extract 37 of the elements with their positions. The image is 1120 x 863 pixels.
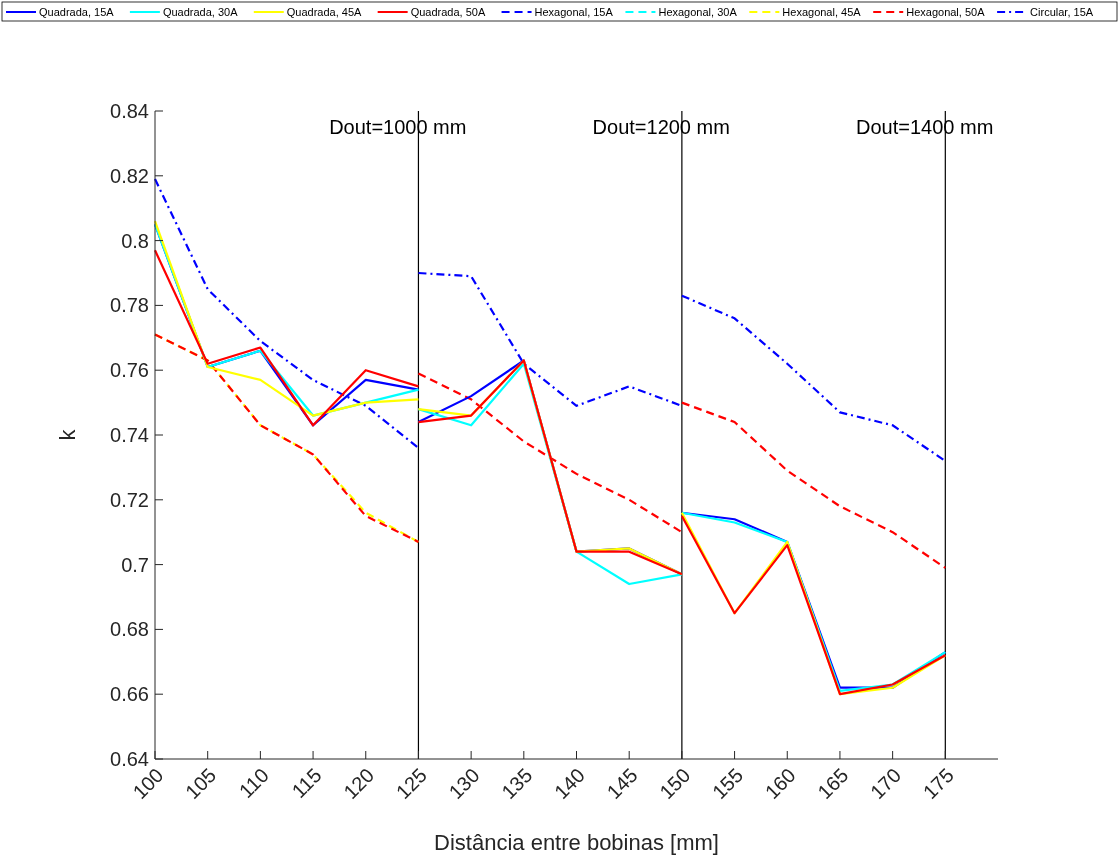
x-tick-label: 160 (760, 764, 800, 804)
legend-label: Hexagonal, 30A (658, 6, 738, 18)
legend-label: Circular, 15A (1030, 6, 1094, 18)
x-tick-label: 155 (707, 764, 748, 804)
y-tick-label: 0.66 (110, 683, 149, 706)
x-tick-label: 110 (234, 764, 273, 803)
x-tick-label: 175 (918, 764, 958, 804)
y-tick-label: 0.68 (110, 618, 149, 641)
x-tick-label: 170 (866, 764, 906, 804)
x-tick-label: 145 (602, 764, 642, 804)
x-tick-label: 165 (813, 764, 853, 804)
legend-label: Quadrada, 45A (286, 6, 363, 18)
x-tick-label: 135 (497, 764, 537, 804)
y-tick-label: 0.64 (110, 748, 149, 770)
x-tick-label: 130 (444, 764, 484, 804)
legend-label: Quadrada, 30A (162, 6, 239, 18)
x-tick-label: 150 (655, 764, 695, 804)
x-tick-label: 105 (181, 764, 221, 804)
x-tick-label: 125 (391, 764, 431, 804)
x-tick-label: 140 (549, 764, 590, 804)
legend-label: Hexagonal, 15A (534, 6, 614, 18)
x-tick-label: 120 (339, 764, 379, 804)
y-tick-label: 0.72 (110, 488, 149, 511)
y-tick-label: 0.82 (110, 164, 149, 187)
y-axis-title: k (55, 428, 80, 441)
x-axis-title: Distância entre bobinas [mm] (434, 830, 719, 855)
y-tick-label: 0.8 (121, 229, 149, 252)
x-tick-label: 115 (287, 764, 326, 803)
legend-label: Hexagonal, 50A (906, 6, 986, 18)
y-tick-label: 0.76 (110, 359, 149, 382)
legend-label: Hexagonal, 45A (782, 6, 862, 18)
y-tick-label: 0.84 (110, 100, 149, 122)
legend-label: Quadrada, 15A (39, 6, 115, 18)
y-tick-label: 0.78 (110, 294, 149, 317)
y-tick-label: 0.7 (121, 553, 149, 576)
legend-label: Quadrada, 50A (410, 6, 486, 18)
y-tick-label: 0.74 (110, 424, 149, 446)
